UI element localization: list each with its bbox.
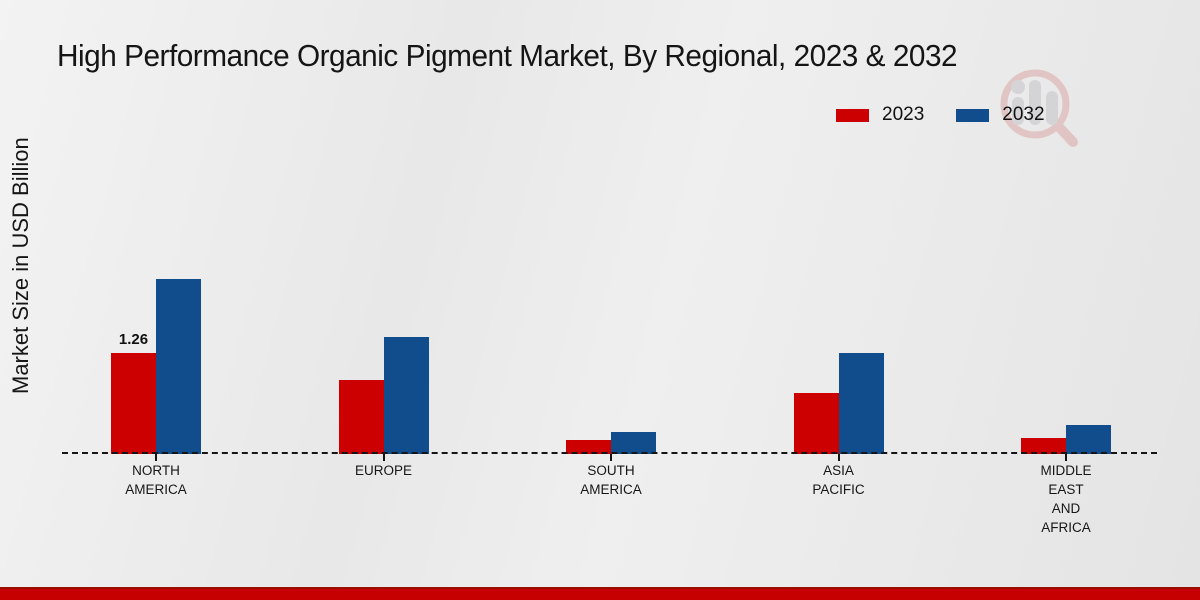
legend-item-2032: 2032 bbox=[956, 104, 1045, 126]
bar-2032-middle-east-and-africa bbox=[1066, 425, 1111, 454]
legend-swatch-2032 bbox=[956, 108, 990, 122]
bar-2023-middle-east-and-africa bbox=[1021, 438, 1066, 454]
footer-accent-bar bbox=[0, 587, 1200, 600]
category-label-middle-east-and-africa: MIDDLE EAST AND AFRICA bbox=[1040, 463, 1092, 535]
category-label-asia-pacific: ASIA PACIFIC bbox=[812, 463, 865, 497]
x-axis-tick-europe bbox=[382, 454, 385, 461]
legend: 2023 2032 bbox=[836, 104, 1045, 126]
x-axis-tick-north-america bbox=[155, 454, 157, 461]
bar-2032-asia-pacific bbox=[838, 353, 884, 454]
bar-2032-south-america bbox=[611, 432, 656, 454]
legend-item-2023: 2023 bbox=[836, 104, 924, 126]
x-axis-tick-middle-east-and-africa bbox=[1065, 454, 1067, 461]
legend-label: 2032 bbox=[1002, 104, 1045, 125]
chart-title: High Performance Organic Pigment Market,… bbox=[57, 38, 958, 73]
bar-2032-north-america bbox=[156, 279, 201, 454]
x-axis-baseline bbox=[62, 452, 1157, 454]
category-label-europe: EUROPE bbox=[354, 463, 412, 478]
category-label-north-america: NORTH AMERICA bbox=[125, 463, 187, 497]
legend-label: 2023 bbox=[882, 104, 925, 125]
market-research-future-watermark-icon bbox=[1000, 69, 1078, 147]
bar-2023-asia-pacific bbox=[793, 393, 839, 454]
bar-2023-south-america bbox=[566, 440, 611, 454]
category-label-south-america: SOUTH AMERICA bbox=[580, 463, 642, 497]
bar-value-label-1.26: 1.26 bbox=[118, 331, 149, 348]
bar-2023-europe bbox=[338, 380, 384, 454]
x-axis-tick-south-america bbox=[610, 454, 612, 461]
x-axis-tick-asia-pacific bbox=[837, 454, 840, 461]
bar-2023-north-america bbox=[111, 353, 156, 454]
bar-2032-europe bbox=[383, 337, 429, 454]
legend-swatch-2023 bbox=[836, 108, 869, 122]
